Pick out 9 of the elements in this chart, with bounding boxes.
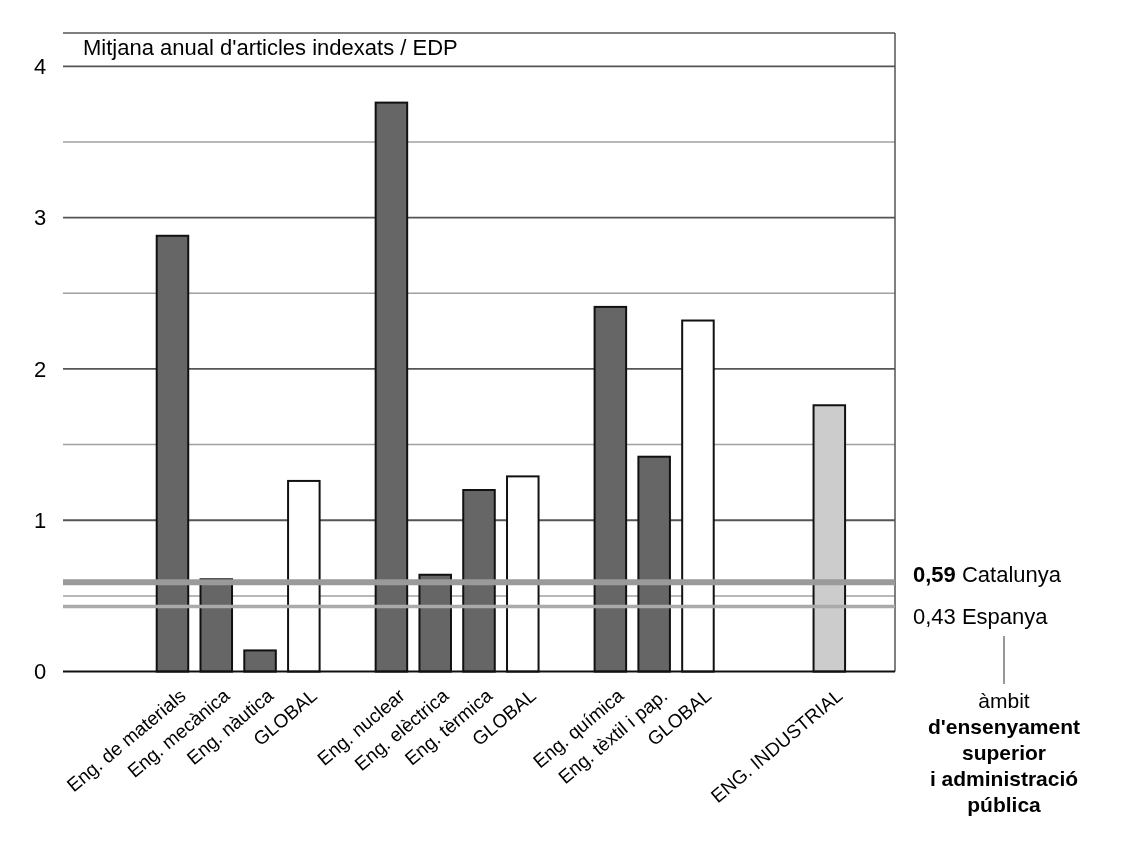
ref-line-label: 0,59 Catalunya <box>913 562 1062 588</box>
y-tick-label: 3 <box>33 205 47 231</box>
chart-title: Mitjana anual d'articles indexats / EDP <box>83 35 458 60</box>
ref-line-label: 0,43 Espanya <box>913 604 1049 630</box>
y-tick-label: 0 <box>33 659 47 685</box>
y-tick-label: 4 <box>33 53 47 79</box>
y-tick-label: 2 <box>33 356 47 382</box>
text: àmbit d'ensenyament superior i administració pública <box>927 689 1081 816</box>
y-tick-label: 1 <box>33 507 47 533</box>
